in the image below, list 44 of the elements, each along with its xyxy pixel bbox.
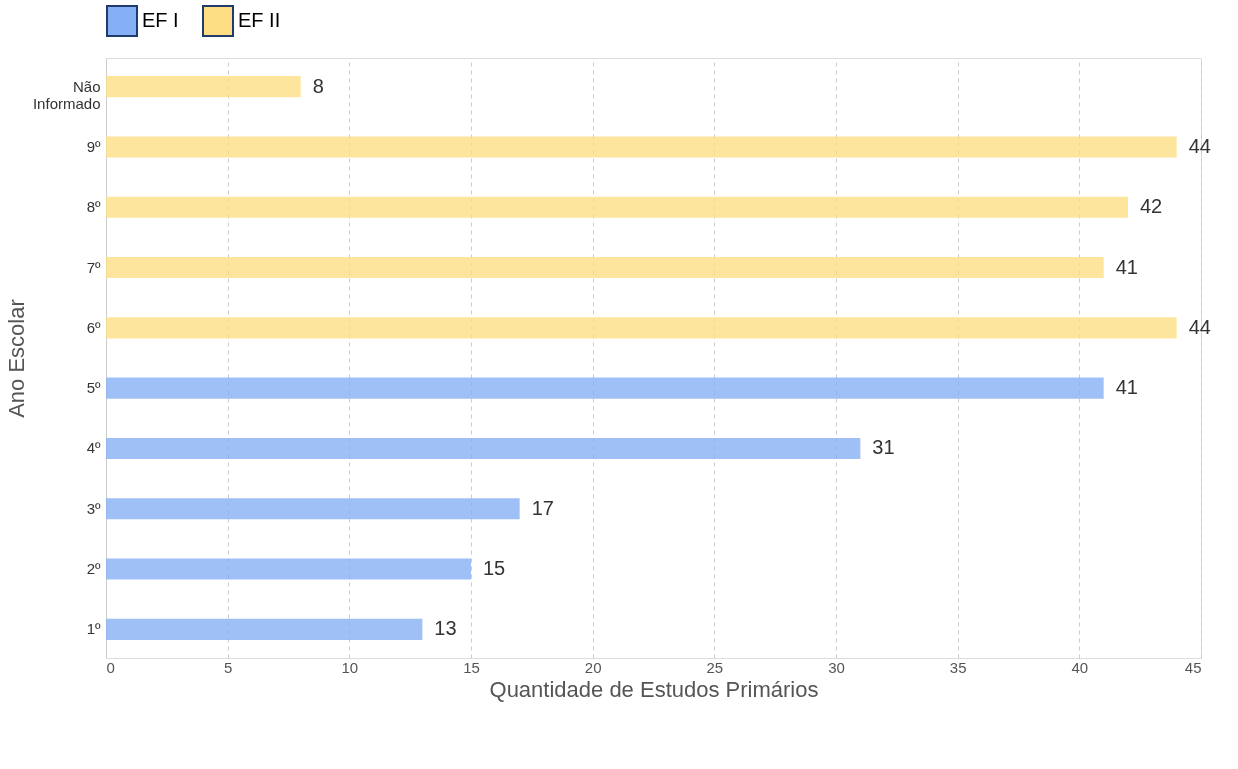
x-tick-label: 25 [706, 658, 724, 676]
x-tick-label: 30 [828, 658, 845, 676]
data-label: 17 [531, 496, 554, 519]
y-tick-label: 2º [86, 560, 102, 578]
x-tick-label: 40 [1071, 658, 1089, 676]
y-axis-title: Ano Escolar [3, 299, 29, 418]
x-tick-label: 20 [584, 658, 602, 676]
y-tick-label: 3º [86, 499, 102, 517]
bar [106, 76, 301, 98]
data-label: 44 [1188, 134, 1211, 157]
data-label: 42 [1140, 195, 1163, 218]
bar [106, 498, 520, 520]
y-tick-label: 9º [86, 137, 102, 155]
x-tick-label: 45 [1184, 658, 1202, 676]
y-tick-label: 8º [86, 198, 102, 216]
x-tick-label: 15 [463, 658, 480, 676]
y-tick-label: Não Informado [32, 77, 101, 112]
legend-label: EF II [238, 9, 281, 31]
x-tick-label: 10 [341, 658, 359, 676]
bar [106, 377, 1104, 399]
y-tick-label: 7º [86, 258, 102, 276]
y-tick-label: 5º [86, 379, 102, 397]
data-label: 15 [483, 557, 506, 580]
bar [106, 558, 471, 580]
bar [106, 618, 423, 640]
bar [106, 256, 1104, 279]
data-label: 8 [312, 74, 324, 97]
legend-label: EF I [142, 9, 179, 31]
data-label: 31 [872, 436, 895, 459]
data-label: 44 [1188, 315, 1211, 338]
x-tick-label: 0 [106, 658, 115, 676]
bar [106, 437, 861, 460]
bar [106, 196, 1128, 218]
y-tick-label: 1º [86, 620, 102, 638]
bar [106, 136, 1177, 158]
x-tick-label: 35 [949, 658, 967, 676]
data-label: 13 [434, 617, 457, 640]
x-tick-label: 5 [223, 658, 233, 676]
data-label: 41 [1115, 376, 1138, 399]
data-label: 41 [1115, 255, 1138, 278]
bar [106, 317, 1177, 339]
y-tick-label: 6º [86, 318, 102, 336]
y-tick-label: 4º [86, 439, 102, 457]
x-axis-title: Quantidade de Estudos Primários [489, 676, 819, 702]
